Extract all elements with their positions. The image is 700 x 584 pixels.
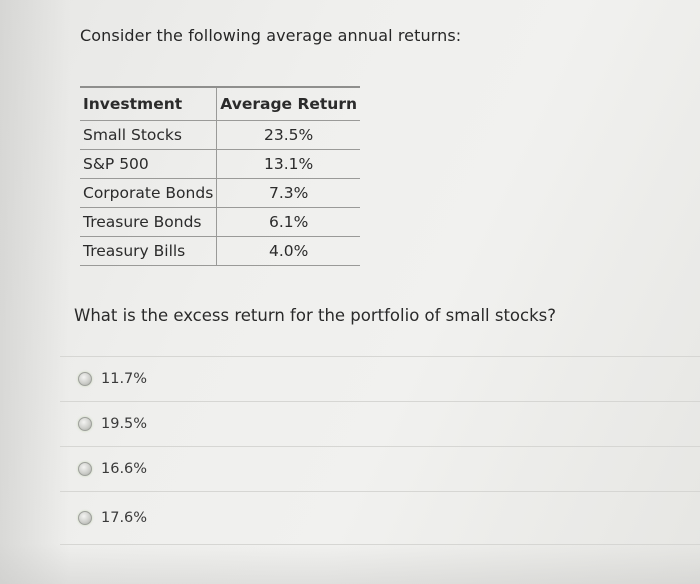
answer-option-4[interactable]: 17.6% — [60, 491, 700, 545]
answer-option-1[interactable]: 11.7% — [60, 356, 700, 401]
return-cell: 23.5% — [216, 119, 361, 149]
question-text: What is the excess return for the portfo… — [74, 306, 557, 325]
table-row: S&P 500 13.1% — [80, 148, 361, 178]
table-row: Treasury Bills 4.0% — [80, 235, 361, 266]
return-cell: 6.1% — [216, 206, 361, 236]
radio-button[interactable] — [78, 511, 92, 525]
question-intro: Consider the following average annual re… — [80, 26, 462, 45]
option-label: 11.7% — [101, 371, 148, 387]
table-row: Small Stocks 23.5% — [80, 119, 361, 149]
option-label: 19.5% — [101, 416, 148, 432]
header-investment: Investment — [80, 86, 218, 120]
radio-button[interactable] — [78, 417, 92, 431]
table-row: Treasure Bonds 6.1% — [80, 206, 361, 236]
returns-table: Investment Average Return Small Stocks 2… — [80, 86, 361, 266]
table-header-row: Investment Average Return — [80, 86, 361, 120]
option-label: 16.6% — [101, 461, 148, 477]
return-cell: 7.3% — [216, 177, 361, 207]
table-row: Corporate Bonds 7.3% — [80, 177, 361, 207]
investment-cell: S&P 500 — [80, 148, 218, 178]
answer-option-3[interactable]: 16.6% — [60, 446, 700, 491]
answer-option-2[interactable]: 19.5% — [60, 401, 700, 446]
radio-button[interactable] — [78, 372, 92, 386]
investment-cell: Treasury Bills — [80, 235, 218, 266]
return-cell: 4.0% — [216, 235, 361, 266]
option-label: 17.6% — [101, 510, 148, 526]
investment-cell: Treasure Bonds — [80, 206, 218, 236]
radio-button[interactable] — [78, 462, 92, 476]
header-average-return: Average Return — [216, 86, 361, 120]
investment-cell: Small Stocks — [80, 119, 218, 149]
return-cell: 13.1% — [216, 148, 361, 178]
answer-options: 11.7% 19.5% 16.6% 17.6% — [60, 356, 700, 545]
investment-cell: Corporate Bonds — [80, 177, 218, 207]
